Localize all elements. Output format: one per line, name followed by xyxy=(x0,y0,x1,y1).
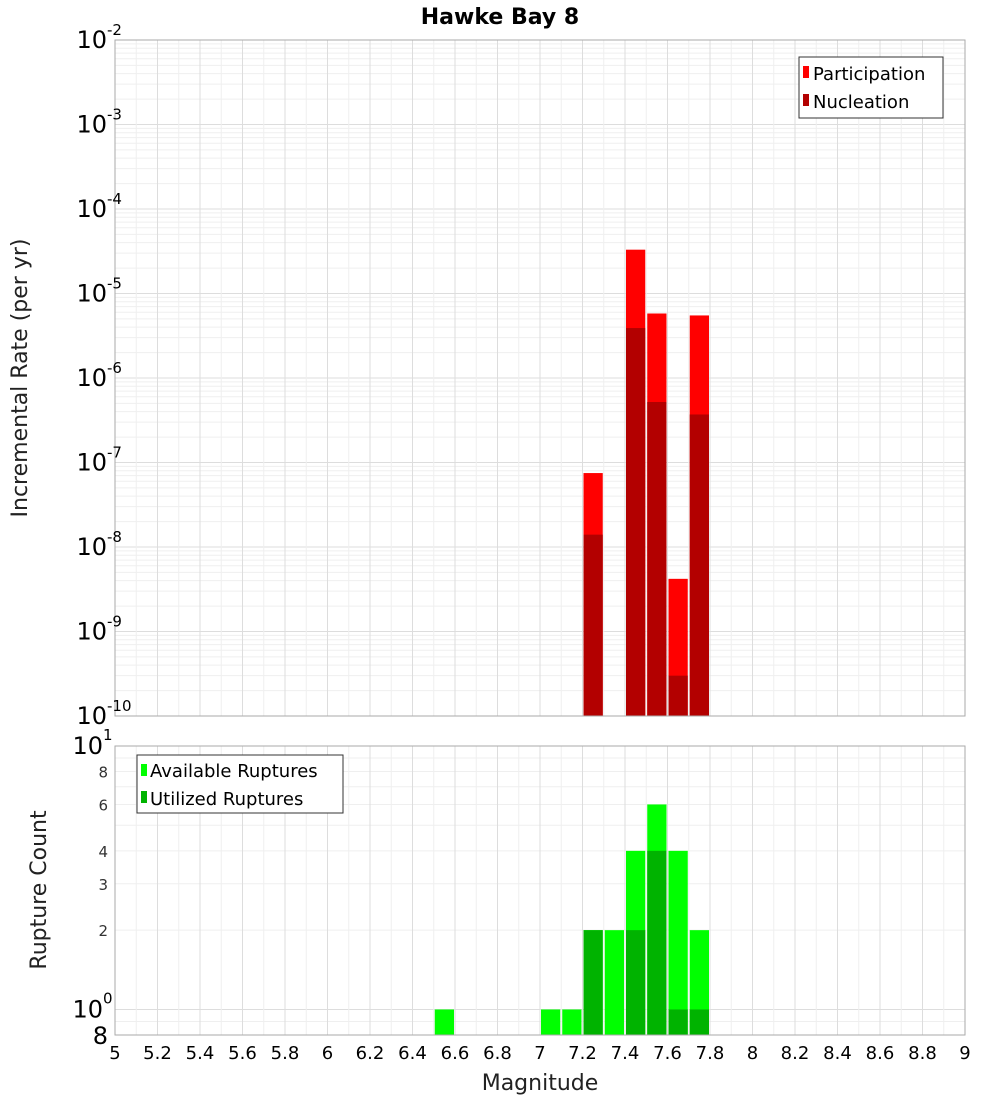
bottom-y-tick-exponent: 0 xyxy=(103,989,113,1007)
top-plot-bars xyxy=(583,249,709,716)
bottom-bar-utilized-ruptures xyxy=(668,1009,688,1035)
legend-label-utilized-ruptures: Utilized Ruptures xyxy=(150,789,303,810)
top-plot-grid xyxy=(114,39,966,717)
top-y-tick-exponent: -8 xyxy=(107,528,122,546)
x-tick-label: 6.2 xyxy=(356,1043,385,1064)
bottom-y-axis-label: Rupture Count xyxy=(27,810,52,970)
bottom-plot-frame xyxy=(114,745,966,1036)
top-y-tick-label: 10 xyxy=(76,449,107,477)
x-tick-label: 5 xyxy=(109,1043,120,1064)
x-axis-ticks: 5 5.2 5.4 5.6 5.8 6 6.2 6.4 6.6 6.8 7 7.2 7.4 7.6 7.8 8… xyxy=(109,1043,970,1064)
x-tick-label: 5.4 xyxy=(186,1043,215,1064)
top-y-tick-label: 10 xyxy=(76,26,107,54)
x-tick-label: 7.4 xyxy=(611,1043,640,1064)
x-tick-label: 7 xyxy=(534,1043,545,1064)
legend-swatch-nucleation xyxy=(803,94,809,106)
top-y-tick-exponent: -6 xyxy=(107,359,122,377)
top-y-tick-label: 10 xyxy=(76,111,107,139)
bottom-y-tick-minor-label: 8 xyxy=(93,1022,108,1050)
bottom-bar-utilized-ruptures xyxy=(626,930,646,1035)
bottom-bar-utilized-ruptures xyxy=(689,1009,709,1035)
x-tick-label: 8.6 xyxy=(866,1043,895,1064)
x-tick-label: 9 xyxy=(959,1043,970,1064)
x-tick-label: 5.6 xyxy=(228,1043,257,1064)
top-bar-nucleation xyxy=(583,534,603,716)
top-y-tick-exponent: -10 xyxy=(107,697,132,715)
top-y-tick-exponent: -9 xyxy=(107,613,122,631)
top-y-tick-label: 10 xyxy=(76,364,107,392)
bottom-bar-available-ruptures xyxy=(541,1009,561,1035)
bottom-bar-available-ruptures xyxy=(562,1009,582,1035)
bottom-bar-available-ruptures xyxy=(434,1009,454,1035)
legend-swatch-available-ruptures xyxy=(141,764,147,776)
legend-swatch-utilized-ruptures xyxy=(141,791,147,803)
x-tick-label: 6.4 xyxy=(398,1043,427,1064)
top-bar-nucleation xyxy=(647,401,667,716)
top-y-tick-label: 10 xyxy=(76,195,107,223)
top-y-tick-label: 10 xyxy=(76,533,107,561)
bottom-y-tick-label: 10 xyxy=(72,732,103,760)
bottom-y-tick-minor-label: 4 xyxy=(98,843,108,861)
bottom-y-tick-minor-label: 8 xyxy=(98,764,108,782)
chart-title: Hawke Bay 8 xyxy=(421,5,579,30)
x-tick-label: 7.8 xyxy=(696,1043,725,1064)
bottom-y-tick-minor-label: 2 xyxy=(98,922,108,940)
top-y-tick-label: 10 xyxy=(76,280,107,308)
top-legend-box xyxy=(798,56,944,119)
x-tick-label: 8.2 xyxy=(781,1043,810,1064)
x-tick-label: 7.6 xyxy=(653,1043,682,1064)
x-tick-label: 6.6 xyxy=(441,1043,470,1064)
bottom-y-tick-minor-label: 6 xyxy=(98,796,108,814)
bottom-plot-bars xyxy=(434,804,709,1035)
bottom-legend: Available Ruptures Utilized Ruptures xyxy=(136,754,344,814)
x-tick-label: 7.2 xyxy=(568,1043,597,1064)
top-y-tick-exponent: -7 xyxy=(107,444,122,462)
legend-label-nucleation: Nucleation xyxy=(813,92,909,113)
bottom-y-tick-label: 10 xyxy=(72,995,103,1023)
legend-label-available-ruptures: Available Ruptures xyxy=(150,761,318,782)
x-tick-label: 8.4 xyxy=(823,1043,852,1064)
bottom-y-tick-minor-label: 3 xyxy=(98,876,108,894)
top-y-tick-exponent: -3 xyxy=(107,106,122,124)
top-y-tick-label: 10 xyxy=(76,702,107,730)
bottom-y-tick-exponent: 1 xyxy=(103,726,113,744)
bottom-bar-available-ruptures xyxy=(604,930,624,1035)
top-bar-nucleation xyxy=(668,675,688,716)
bottom-bar-utilized-ruptures xyxy=(583,930,603,1035)
x-tick-label: 5.8 xyxy=(271,1043,300,1064)
top-y-tick-exponent: -4 xyxy=(107,190,122,208)
bottom-bar-utilized-ruptures xyxy=(647,850,667,1035)
bottom-bar-available-ruptures xyxy=(689,930,709,1035)
top-y-tick-exponent: -5 xyxy=(107,275,122,293)
top-y-tick-exponent: -2 xyxy=(107,21,122,39)
bottom-bar-available-ruptures xyxy=(668,850,688,1035)
legend-swatch-participation xyxy=(803,66,809,78)
legend-label-participation: Participation xyxy=(813,64,925,85)
x-tick-label: 8.8 xyxy=(908,1043,937,1064)
top-plot-frame xyxy=(114,39,966,717)
top-bar-nucleation xyxy=(626,328,646,716)
x-tick-label: 8 xyxy=(747,1043,758,1064)
x-tick-label: 6.8 xyxy=(483,1043,512,1064)
x-axis-label: Magnitude xyxy=(482,1071,599,1096)
x-tick-label: 5.2 xyxy=(143,1043,172,1064)
top-y-tick-label: 10 xyxy=(76,618,107,646)
top-legend: Participation Nucleation xyxy=(798,56,944,119)
top-y-axis-label: Incremental Rate (per yr) xyxy=(8,239,33,518)
x-tick-label: 6 xyxy=(322,1043,333,1064)
top-bar-nucleation xyxy=(689,414,709,716)
bottom-legend-box xyxy=(136,754,344,814)
